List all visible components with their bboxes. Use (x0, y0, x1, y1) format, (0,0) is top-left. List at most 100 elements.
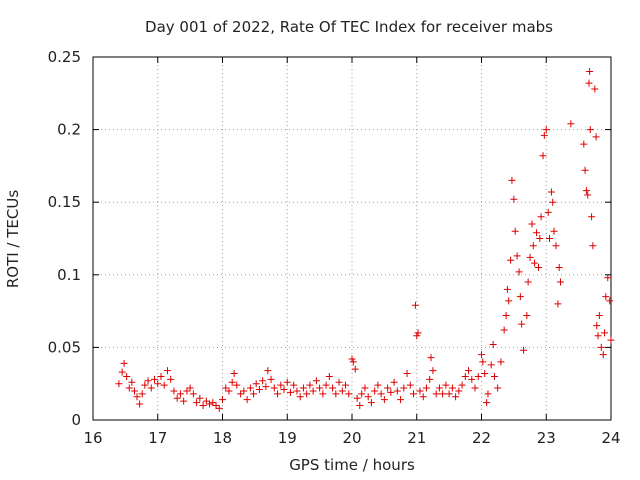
data-point (567, 120, 575, 128)
data-point (348, 355, 356, 363)
data-point (518, 320, 526, 328)
data-point (206, 400, 214, 408)
data-point (233, 381, 241, 389)
data-point (439, 390, 447, 398)
data-point (582, 187, 590, 195)
data-point (540, 131, 548, 139)
data-point (163, 367, 171, 375)
data-point (280, 386, 288, 394)
data-point (511, 227, 519, 235)
data-point (544, 208, 552, 216)
data-point (123, 372, 131, 380)
data-point (138, 390, 146, 398)
data-point (367, 399, 375, 407)
y-tick-label: 0 (71, 411, 81, 429)
data-point (384, 384, 392, 392)
data-point (250, 390, 258, 398)
data-point (536, 235, 544, 242)
data-point (497, 358, 505, 366)
data-point (176, 390, 184, 398)
data-point (481, 370, 489, 378)
data-point (136, 400, 144, 408)
y-tick-label: 0.25 (48, 48, 81, 66)
data-point (448, 384, 456, 392)
data-point (410, 390, 418, 398)
x-tick-label: 20 (342, 429, 361, 447)
data-point (411, 301, 419, 309)
data-point (432, 390, 440, 398)
data-point (494, 384, 502, 392)
data-point (455, 387, 463, 395)
data-point (393, 387, 401, 395)
data-point (329, 384, 337, 392)
data-point (309, 387, 317, 395)
data-point (264, 367, 272, 375)
data-point (523, 311, 531, 319)
data-point (461, 372, 469, 380)
data-point (353, 394, 361, 402)
data-point (537, 213, 545, 221)
data-point (586, 126, 594, 134)
data-point (397, 396, 405, 404)
data-point (533, 229, 541, 237)
data-point (508, 176, 516, 184)
x-axis: 16 17 18 19 20 21 22 23 24 (83, 57, 621, 447)
data-point (458, 381, 466, 389)
data-point (358, 390, 366, 398)
data-point (202, 397, 210, 405)
data-point (510, 195, 518, 203)
data-point (296, 393, 304, 401)
data-point (255, 386, 263, 394)
y-tick-label: 0.1 (57, 266, 81, 284)
data-point (293, 387, 301, 395)
x-tick-label: 19 (278, 429, 297, 447)
data-point (283, 378, 291, 386)
data-point (322, 381, 330, 389)
data-point (479, 358, 487, 366)
data-point (505, 297, 513, 305)
data-point (400, 384, 408, 392)
data-point (240, 387, 248, 395)
data-point (581, 166, 589, 174)
data-point (274, 390, 282, 398)
data-point (474, 372, 482, 380)
data-point (594, 332, 602, 340)
y-axis: 0 0.05 0.1 0.15 0.2 0.25 (48, 48, 611, 429)
data-point (604, 274, 612, 282)
data-point (406, 381, 414, 389)
data-point (349, 358, 357, 366)
x-axis-label: GPS time / hours (289, 456, 415, 474)
data-point (267, 375, 275, 383)
data-point (225, 387, 233, 395)
data-point (141, 381, 149, 389)
y-tick-label: 0.15 (48, 193, 81, 211)
data-point (299, 384, 307, 392)
data-point (338, 387, 346, 395)
data-point (502, 311, 510, 319)
data-point (539, 152, 547, 160)
data-point (303, 390, 311, 398)
data-point (154, 380, 162, 388)
data-point (526, 253, 534, 261)
data-point (319, 390, 327, 398)
data-point (377, 390, 385, 398)
data-point (312, 377, 320, 385)
chart-title: Day 001 of 2022, Rate Of TEC Index for r… (145, 18, 553, 36)
data-point (237, 390, 245, 398)
data-point (483, 399, 491, 407)
data-point (592, 133, 600, 141)
data-point (585, 79, 593, 87)
data-point (549, 198, 557, 206)
data-point (173, 394, 181, 402)
data-point (390, 378, 398, 386)
data-point (374, 381, 382, 389)
data-point (259, 377, 267, 385)
data-point (529, 242, 537, 250)
data-point (290, 381, 298, 389)
data-point (128, 378, 136, 386)
data-point (552, 242, 560, 250)
data-point (478, 351, 485, 359)
data-point (151, 375, 159, 383)
data-point (452, 393, 460, 401)
